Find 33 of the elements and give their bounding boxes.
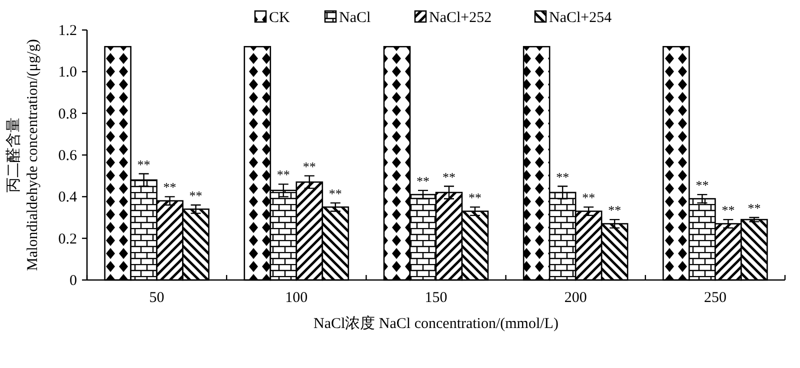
x-tick-label: 150	[424, 290, 448, 306]
legend-label: NaCl+252	[429, 10, 492, 26]
data-label: **	[416, 173, 430, 188]
y-axis-title: 丙二醛含量 Malondialdehyde concentration/(μg/g)	[5, 39, 41, 271]
x-tick-label: 200	[564, 290, 587, 306]
y-tick-label: 0.8	[58, 106, 77, 122]
legend-label: CK	[269, 10, 290, 26]
data-label: **	[696, 178, 709, 193]
x-axis-title: NaCl浓度 NaCl concentration/(mmol/L)	[314, 315, 558, 332]
legend-label: NaCl	[339, 10, 371, 26]
data-label: **	[328, 186, 342, 201]
y-tick-label: 0.2	[58, 231, 77, 248]
data-label: **	[163, 180, 176, 195]
y-tick-label: 1.2	[58, 23, 77, 39]
data-label: **	[582, 190, 596, 206]
data-label: **	[137, 156, 150, 172]
data-label: **	[442, 169, 456, 184]
y-tick-label: 0.6	[58, 148, 78, 164]
y-tick-label: 0	[70, 273, 77, 289]
data-label: **	[302, 158, 316, 174]
data-label: **	[276, 167, 290, 182]
data-label: **	[189, 188, 202, 203]
data-label: **	[608, 202, 622, 218]
data-label: **	[468, 190, 482, 206]
y-tick-label: 1.0	[58, 64, 77, 81]
data-label: **	[722, 202, 735, 218]
legend-label: NaCl+254	[549, 10, 612, 26]
x-tick-label: 100	[285, 290, 308, 306]
x-tick-label: 250	[704, 290, 726, 306]
y-tick-label: 0.4	[58, 190, 78, 206]
data-label: **	[556, 169, 570, 184]
x-tick-label: 50	[149, 290, 164, 306]
data-label: **	[748, 200, 761, 216]
